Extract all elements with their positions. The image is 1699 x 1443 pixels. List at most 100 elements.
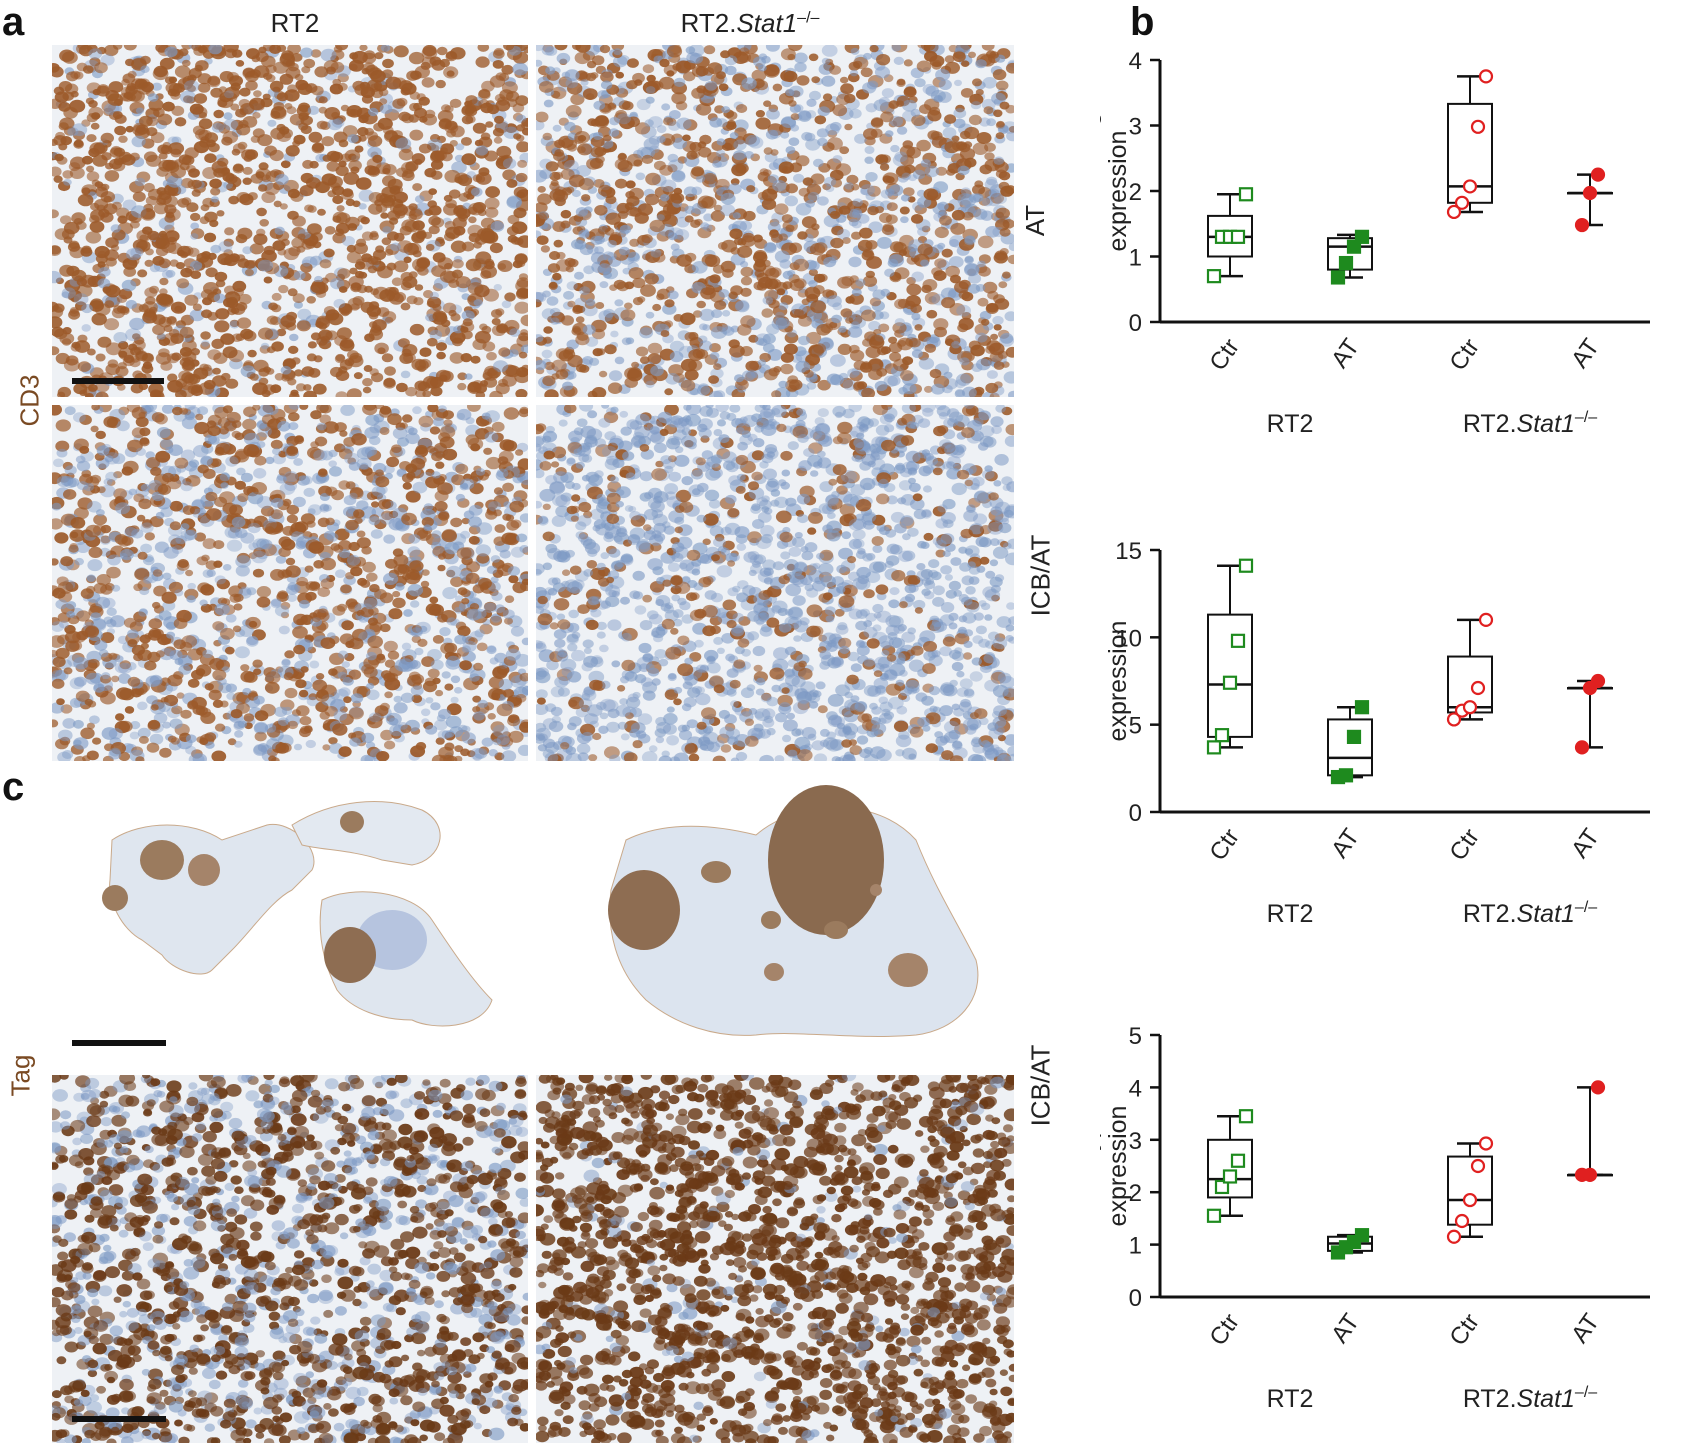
micrograph-tag-stat1 [536,1075,1014,1443]
group-label-rt2-stat1: RT2.Stat1–/– [1463,899,1597,928]
y-tick-label: 0 [1129,1285,1142,1312]
col-header-prefix: RT2. [680,8,737,38]
data-point [1214,728,1230,743]
data-point [1470,680,1486,696]
overview-tag-rt2 [52,780,528,1060]
box-1 [1327,229,1373,285]
y-axis-label-gene: Syp [1100,1122,1102,1165]
x-tick-label: AT [1566,824,1605,863]
data-point [1354,1228,1370,1243]
box-3 [1567,673,1613,755]
data-point [1206,269,1222,284]
box-3 [1567,1080,1613,1183]
data-point [1214,1179,1230,1195]
data-point [1478,69,1494,84]
y-axis-label-line2: expression [1104,131,1132,252]
overview-tag-stat1 [536,780,1014,1060]
x-tick-label: AT [1326,1309,1365,1348]
y-tick-label: 4 [1129,48,1142,75]
col-header-genotype: –/– [797,9,820,27]
y-axis-label-line1: Rel. SV40-Tag [1100,110,1102,272]
x-tick-label: Ctr [1204,1309,1244,1351]
data-point [1346,729,1362,744]
micrograph-cd3-stat1-at [536,45,1014,397]
data-point [1222,1169,1238,1184]
box-iqr [1447,1155,1493,1226]
box-2 [1446,612,1494,727]
data-point [1206,740,1222,755]
group-label-rt2-stat1: RT2.Stat1–/– [1463,1384,1597,1413]
micrograph-texture [536,1075,1014,1443]
stain-label-tag: Tag [5,1054,36,1097]
scale-bar-a [72,378,164,384]
y-tick-label: 5 [1129,1023,1142,1050]
box-2 [1446,1136,1494,1244]
data-point [1354,700,1370,715]
scale-bar-c-bottom [72,1416,166,1422]
data-point [1222,675,1238,690]
micrograph-texture [536,45,1014,397]
chart-sv40-tag: 0 1 2 3 4 Rel. SV40-Tagexpression Ctr AT Ctr AT RT… [1100,48,1650,438]
group-label-rt2: RT2 [1267,1385,1314,1413]
micrograph-tag-rt2 [52,1075,528,1443]
data-point [1454,1213,1470,1229]
y-axis-label: Rel. SV40-Tagexpression [1100,110,1132,272]
data-point [1470,119,1486,134]
y-axis-label-line1: Rel.Syp [1100,1122,1102,1210]
y-tick-label: 10 [1115,625,1142,652]
x-tick-label: Ctr [1444,334,1484,376]
x-tick-label: AT [1326,334,1365,373]
micrograph-texture [536,405,1014,761]
x-tick-label: AT [1326,824,1365,863]
x-tick-label: AT [1566,334,1605,373]
box-1 [1327,1228,1373,1260]
y-tick-label: 1 [1129,1233,1142,1260]
y-tick-label: 2 [1129,179,1142,206]
row-label-c-icb-at: ICB/AT [1025,1044,1056,1127]
micrograph-texture [52,405,528,761]
scale-bar-c-top [72,1040,166,1046]
group-label-rt2-stat1: RT2.Stat1–/– [1463,409,1597,438]
box-2 [1446,69,1494,220]
data-point [1238,187,1254,202]
data-point [1446,1229,1462,1244]
box-0 [1206,1109,1254,1223]
group-label-rt2: RT2 [1267,900,1314,928]
data-point [1238,1109,1254,1124]
data-point [1230,229,1246,244]
data-point [1574,217,1590,233]
data-point [1338,255,1354,271]
y-axis-label: Rel.Sypexpression [1100,1106,1132,1227]
y-axis-label: Rel. Ins1expression [1100,621,1132,742]
data-point [1230,1153,1246,1168]
micrograph-cd3-stat1-icbat [536,405,1014,761]
data-point [1462,700,1478,715]
y-axis-label-line2: expression [1104,621,1132,742]
chart-ins1: 0 5 10 15 Rel. Ins1expression Ctr AT Ctr AT RT2 RT… [1100,538,1650,928]
data-point [1230,633,1246,648]
data-point [1238,558,1254,573]
y-tick-label: 3 [1129,1128,1142,1155]
chart-syp: 0 1 2 3 4 5 Rel.Sypexpression Ctr AT Ctr AT RT2 RT2.… [1100,1023,1650,1413]
data-point [1590,673,1606,689]
micrograph-cd3-rt2-at [52,45,528,397]
micrograph-cd3-rt2-icbat [52,405,528,761]
y-tick-label: 1 [1129,245,1142,272]
box-iqr [1327,718,1373,777]
stain-label-cd3: CD3 [14,374,45,427]
data-point [1446,204,1462,220]
x-tick-label: Ctr [1444,824,1484,866]
data-point [1462,1192,1478,1208]
panel-b-letter: b [1130,0,1155,44]
panel-a-letter: a [2,0,25,44]
x-tick-label: Ctr [1204,824,1244,866]
data-point [1354,229,1370,244]
y-axis-label-line1: Rel. Ins1 [1100,632,1102,731]
data-point [1478,612,1494,627]
y-tick-label: 3 [1129,114,1142,141]
y-tick-label: 2 [1129,1180,1142,1207]
group-label-rt2: RT2 [1267,410,1314,438]
y-axis-label-gene: Ins1 [1100,632,1102,679]
data-point [1330,270,1346,285]
row-label-at: AT [1020,204,1051,237]
